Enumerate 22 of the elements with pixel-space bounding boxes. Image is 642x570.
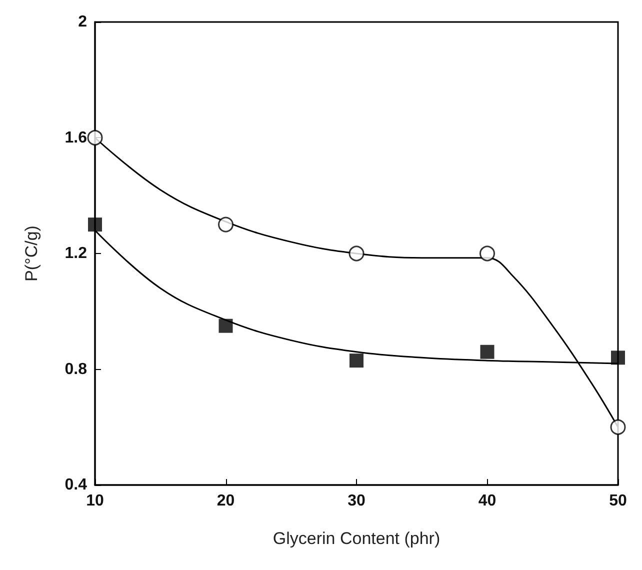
y-axis-title: P(°C/g) [22, 226, 41, 282]
y-tick-label: 1.6 [64, 129, 88, 146]
point [480, 246, 495, 262]
x-tick-label: 40 [478, 492, 496, 510]
point [218, 318, 233, 333]
y-tick-label: 0.4 [64, 476, 88, 494]
point [348, 246, 364, 262]
x-axis-title: Glycerin Content (phr) [272, 529, 440, 548]
point [480, 344, 494, 359]
point [87, 130, 103, 146]
point [218, 216, 234, 232]
x-tick-label: 50 [609, 492, 627, 510]
y-tick-label: 0.8 [64, 360, 88, 378]
point [611, 350, 625, 365]
point [350, 354, 364, 368]
x-tick-label: 20 [216, 492, 235, 510]
point [610, 419, 626, 435]
x-tick-label: 10 [86, 492, 104, 510]
x-tick-label: 30 [348, 492, 366, 510]
point [88, 218, 102, 232]
y-tick-label: 1.2 [64, 245, 88, 262]
y-tick-label: 2 [78, 14, 88, 30]
